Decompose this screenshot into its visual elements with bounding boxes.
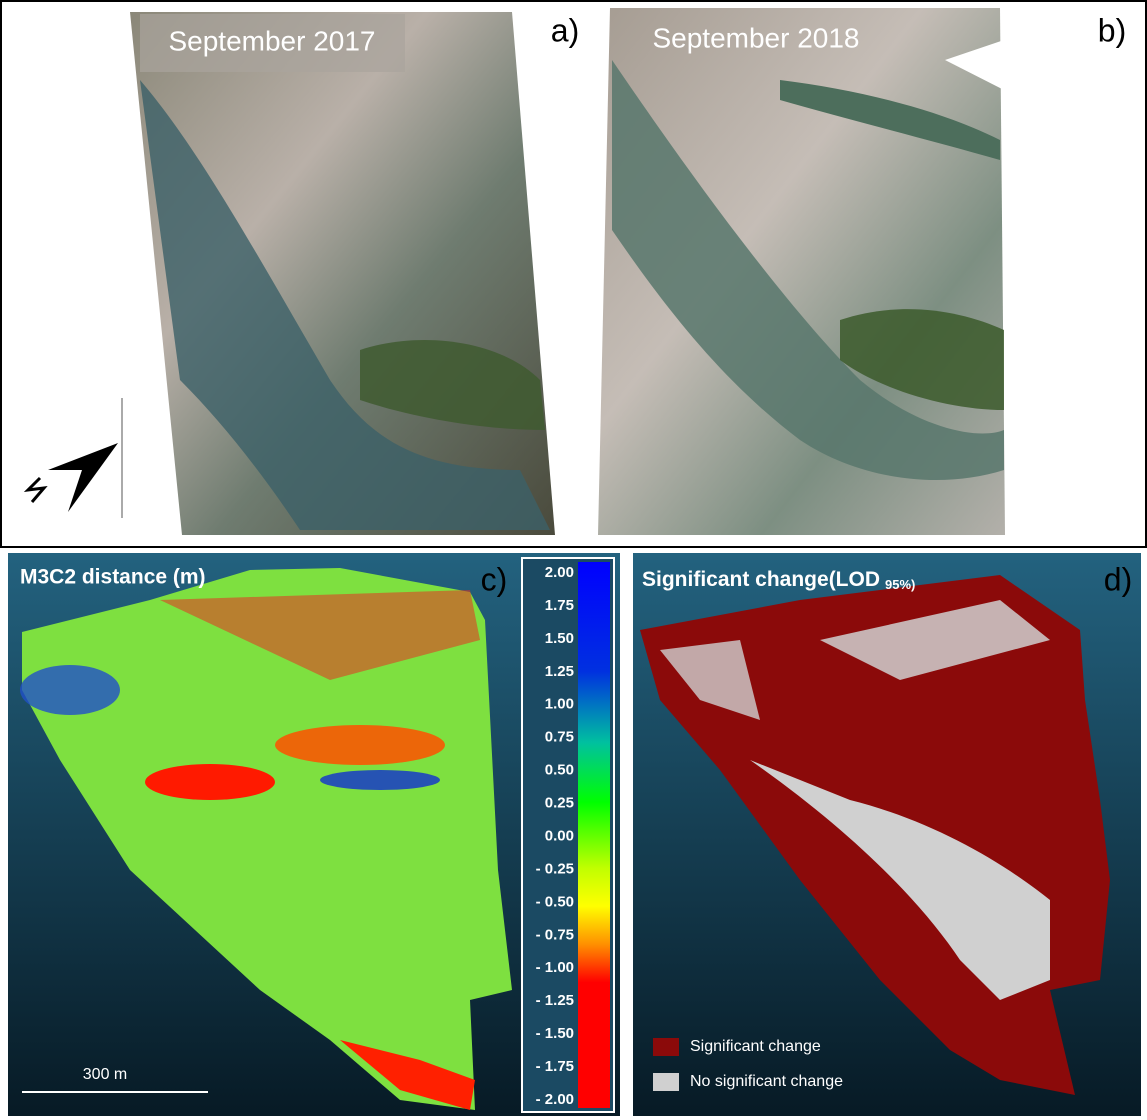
panel-tag: b) bbox=[1098, 12, 1126, 48]
panel-d: Significant change(LOD 95%) d) Significan… bbox=[633, 553, 1141, 1116]
figure: September 2017 a) September 2018 b) M3C2… bbox=[0, 0, 1147, 1120]
title-subscript: 95%) bbox=[885, 577, 915, 592]
panel-tag: c) bbox=[481, 561, 508, 597]
colorbar-label: 1.50 bbox=[545, 630, 574, 647]
colorbar-label: - 0.75 bbox=[536, 926, 574, 943]
colorbar-label: 1.75 bbox=[545, 597, 574, 614]
colorbar-label: 2.00 bbox=[545, 564, 574, 581]
panel-a: September 2017 a) bbox=[130, 12, 579, 535]
colorbar-label: 0.50 bbox=[545, 762, 574, 779]
colorbar-label: 0.25 bbox=[545, 795, 574, 812]
legend-label: Significant change bbox=[690, 1038, 821, 1055]
colorbar-label: - 2.00 bbox=[536, 1091, 574, 1108]
panel-tag: d) bbox=[1104, 561, 1132, 597]
scale-bar-label: 300 m bbox=[83, 1066, 127, 1083]
colorbar-label: - 1.00 bbox=[536, 959, 574, 976]
caption: September 2018 bbox=[652, 22, 859, 53]
erosion-patch bbox=[145, 764, 275, 800]
colorbar-label: - 0.25 bbox=[536, 860, 574, 877]
panel-tag: a) bbox=[551, 12, 579, 48]
panel-title: Significant change(LOD 95%) bbox=[642, 568, 915, 593]
colorbar bbox=[578, 562, 610, 1108]
caption: September 2017 bbox=[168, 25, 375, 56]
legend-swatch bbox=[653, 1038, 679, 1056]
colorbar-label: - 0.50 bbox=[536, 893, 574, 910]
legend-label: No significant change bbox=[690, 1073, 843, 1090]
colorbar-label: 1.00 bbox=[545, 696, 574, 713]
colorbar-label: - 1.75 bbox=[536, 1058, 574, 1075]
colorbar-label: 0.75 bbox=[545, 729, 574, 746]
erosion-patch bbox=[275, 725, 445, 765]
colorbar-label: 0.00 bbox=[545, 827, 574, 844]
colorbar-label: 1.25 bbox=[545, 663, 574, 680]
deposition-patch bbox=[320, 770, 440, 790]
title-main: Significant change(LOD bbox=[642, 568, 880, 591]
panel-title: M3C2 distance (m) bbox=[20, 566, 206, 589]
legend-swatch bbox=[653, 1073, 679, 1091]
deposition-patch bbox=[20, 665, 120, 715]
colorbar-label: - 1.50 bbox=[536, 1025, 574, 1042]
panel-c: M3C2 distance (m) c) 300 m 2.00 1.75 1.50 1… bbox=[8, 553, 620, 1116]
colorbar-label: - 1.25 bbox=[536, 992, 574, 1009]
